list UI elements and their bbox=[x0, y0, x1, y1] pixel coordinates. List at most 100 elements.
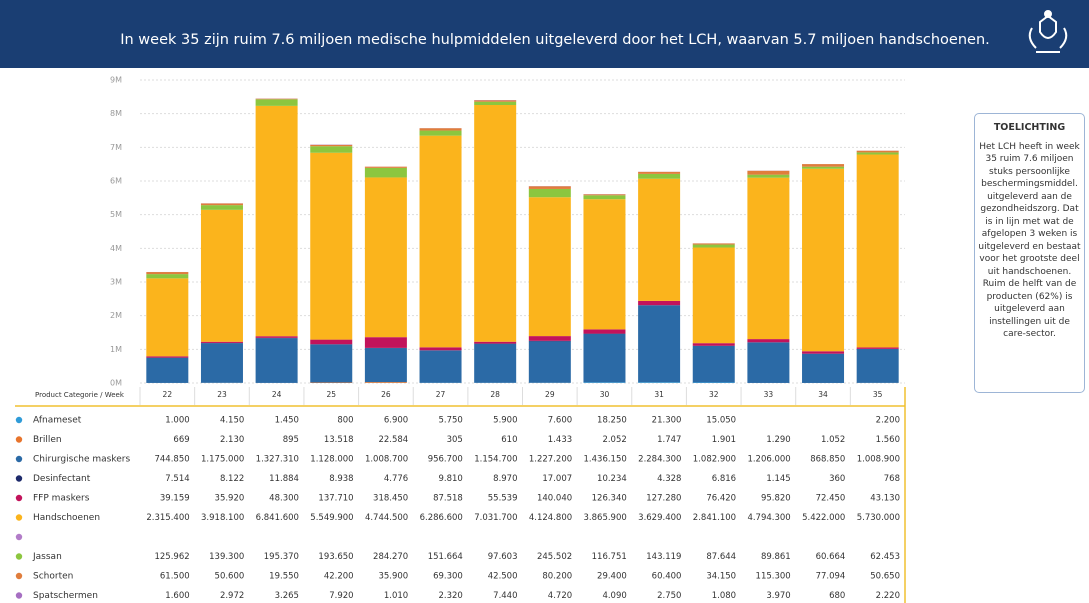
week-label: 35 bbox=[873, 390, 883, 399]
table-value: 610 bbox=[501, 435, 517, 445]
bar-segment bbox=[583, 329, 626, 334]
table-value: 4.150 bbox=[220, 416, 244, 426]
bar-segment bbox=[747, 342, 790, 383]
table-value: 895 bbox=[283, 435, 299, 445]
legend-dot bbox=[15, 553, 23, 560]
bar-segment bbox=[802, 351, 845, 354]
table-value: 18.250 bbox=[597, 416, 627, 426]
bar-segment bbox=[146, 356, 189, 358]
table-value: 95.820 bbox=[761, 494, 791, 504]
bar-segment bbox=[364, 167, 407, 178]
table-value: 284.270 bbox=[373, 552, 408, 562]
table-value: 139.300 bbox=[209, 552, 244, 562]
table-value: 2.315.400 bbox=[146, 513, 189, 523]
bar-segment bbox=[419, 128, 462, 131]
table-value: 140.040 bbox=[537, 494, 572, 504]
legend-dot bbox=[15, 514, 23, 521]
table-value: 1.145 bbox=[766, 474, 790, 484]
y-tick-label: 5M bbox=[110, 210, 122, 219]
legend-dot bbox=[15, 533, 23, 541]
table-value: 1.206.000 bbox=[747, 455, 790, 465]
bar-segment bbox=[747, 177, 790, 340]
table-value: 4.124.800 bbox=[529, 513, 572, 523]
table-value: 3.629.400 bbox=[638, 513, 681, 523]
bar-segment bbox=[802, 166, 845, 169]
legend-dot bbox=[15, 572, 23, 580]
table-value: 9.810 bbox=[439, 474, 463, 484]
table-value: 21.300 bbox=[652, 416, 682, 426]
bar-segment bbox=[255, 338, 298, 383]
week-label: 26 bbox=[381, 390, 391, 399]
bar-segment bbox=[747, 339, 790, 343]
table-value: 5.730.000 bbox=[857, 513, 900, 523]
panel-title: TOELICHTING bbox=[993, 122, 1066, 133]
legend-dot bbox=[15, 494, 23, 502]
table-value: 193.650 bbox=[318, 552, 353, 562]
bar-segment bbox=[528, 188, 571, 198]
table-value: 2.200 bbox=[876, 416, 900, 426]
bar-segment bbox=[364, 177, 407, 338]
table-value: 69.300 bbox=[433, 572, 463, 582]
table-value: 744.850 bbox=[154, 455, 189, 465]
table-value: 4.776 bbox=[384, 474, 408, 484]
table-value: 2.284.300 bbox=[638, 455, 681, 465]
bar-segment bbox=[802, 164, 845, 167]
row-label: Schorten bbox=[33, 572, 73, 582]
row-label: Afnameset bbox=[33, 416, 82, 426]
table-value: 2.320 bbox=[439, 591, 463, 601]
table-value: 1.052 bbox=[821, 435, 845, 445]
table-value: 1.560 bbox=[876, 435, 900, 445]
table-value: 1.008.900 bbox=[857, 455, 900, 465]
table-value: 5.900 bbox=[493, 416, 517, 426]
bar-segment bbox=[856, 348, 899, 383]
table-value: 1.082.900 bbox=[693, 455, 736, 465]
table-value: 800 bbox=[337, 416, 353, 426]
week-label: 25 bbox=[326, 390, 336, 399]
table-value: 5.549.900 bbox=[310, 513, 353, 523]
bar-segment bbox=[474, 100, 517, 102]
week-label: 30 bbox=[600, 390, 610, 399]
table-value: 72.450 bbox=[816, 494, 846, 504]
y-tick-label: 2M bbox=[110, 311, 122, 320]
table-value: 1.128.000 bbox=[310, 455, 353, 465]
legend-dot bbox=[15, 416, 23, 424]
bar-segment bbox=[200, 203, 243, 206]
table-value: 2.750 bbox=[657, 591, 681, 601]
table-value: 60.400 bbox=[652, 572, 682, 582]
bar-segment bbox=[856, 347, 899, 349]
bar-segment bbox=[200, 341, 243, 343]
table-value: 126.340 bbox=[592, 494, 627, 504]
table-value: 1.008.700 bbox=[365, 455, 408, 465]
bar-segment bbox=[583, 333, 626, 383]
week-label: 33 bbox=[764, 390, 774, 399]
y-tick-label: 6M bbox=[110, 177, 122, 186]
bar-segment bbox=[419, 135, 462, 348]
info-panel: TOELICHTING Het LCH heeft in week 35 rui… bbox=[974, 113, 1085, 393]
table-value: 318.450 bbox=[373, 494, 408, 504]
bar-segment bbox=[856, 150, 899, 153]
table-value: 1.450 bbox=[275, 416, 299, 426]
bar-segment bbox=[255, 98, 298, 100]
y-tick-label: 0M bbox=[110, 379, 122, 388]
bar-segment bbox=[692, 382, 735, 383]
table-value: 42.200 bbox=[324, 572, 354, 582]
table-value: 680 bbox=[829, 591, 845, 601]
table-value: 3.918.100 bbox=[201, 513, 244, 523]
table-value: 5.750 bbox=[439, 416, 463, 426]
table-header-label: Product Categorie / Week bbox=[35, 391, 125, 399]
table-value: 62.453 bbox=[870, 552, 900, 562]
bar-segment bbox=[200, 209, 243, 342]
table-value: 7.031.700 bbox=[474, 513, 517, 523]
table-value: 868.850 bbox=[810, 455, 845, 465]
bar-segment bbox=[310, 146, 353, 153]
week-label: 31 bbox=[654, 390, 664, 399]
table-value: 7.920 bbox=[329, 591, 353, 601]
table-value: 60.664 bbox=[816, 552, 846, 562]
table-value: 1.327.310 bbox=[256, 455, 299, 465]
table-value: 1.000 bbox=[165, 416, 189, 426]
table-value: 2.130 bbox=[220, 435, 244, 445]
bar-segment bbox=[364, 382, 407, 383]
table-value: 15.050 bbox=[706, 416, 736, 426]
table-value: 1.154.700 bbox=[474, 455, 517, 465]
